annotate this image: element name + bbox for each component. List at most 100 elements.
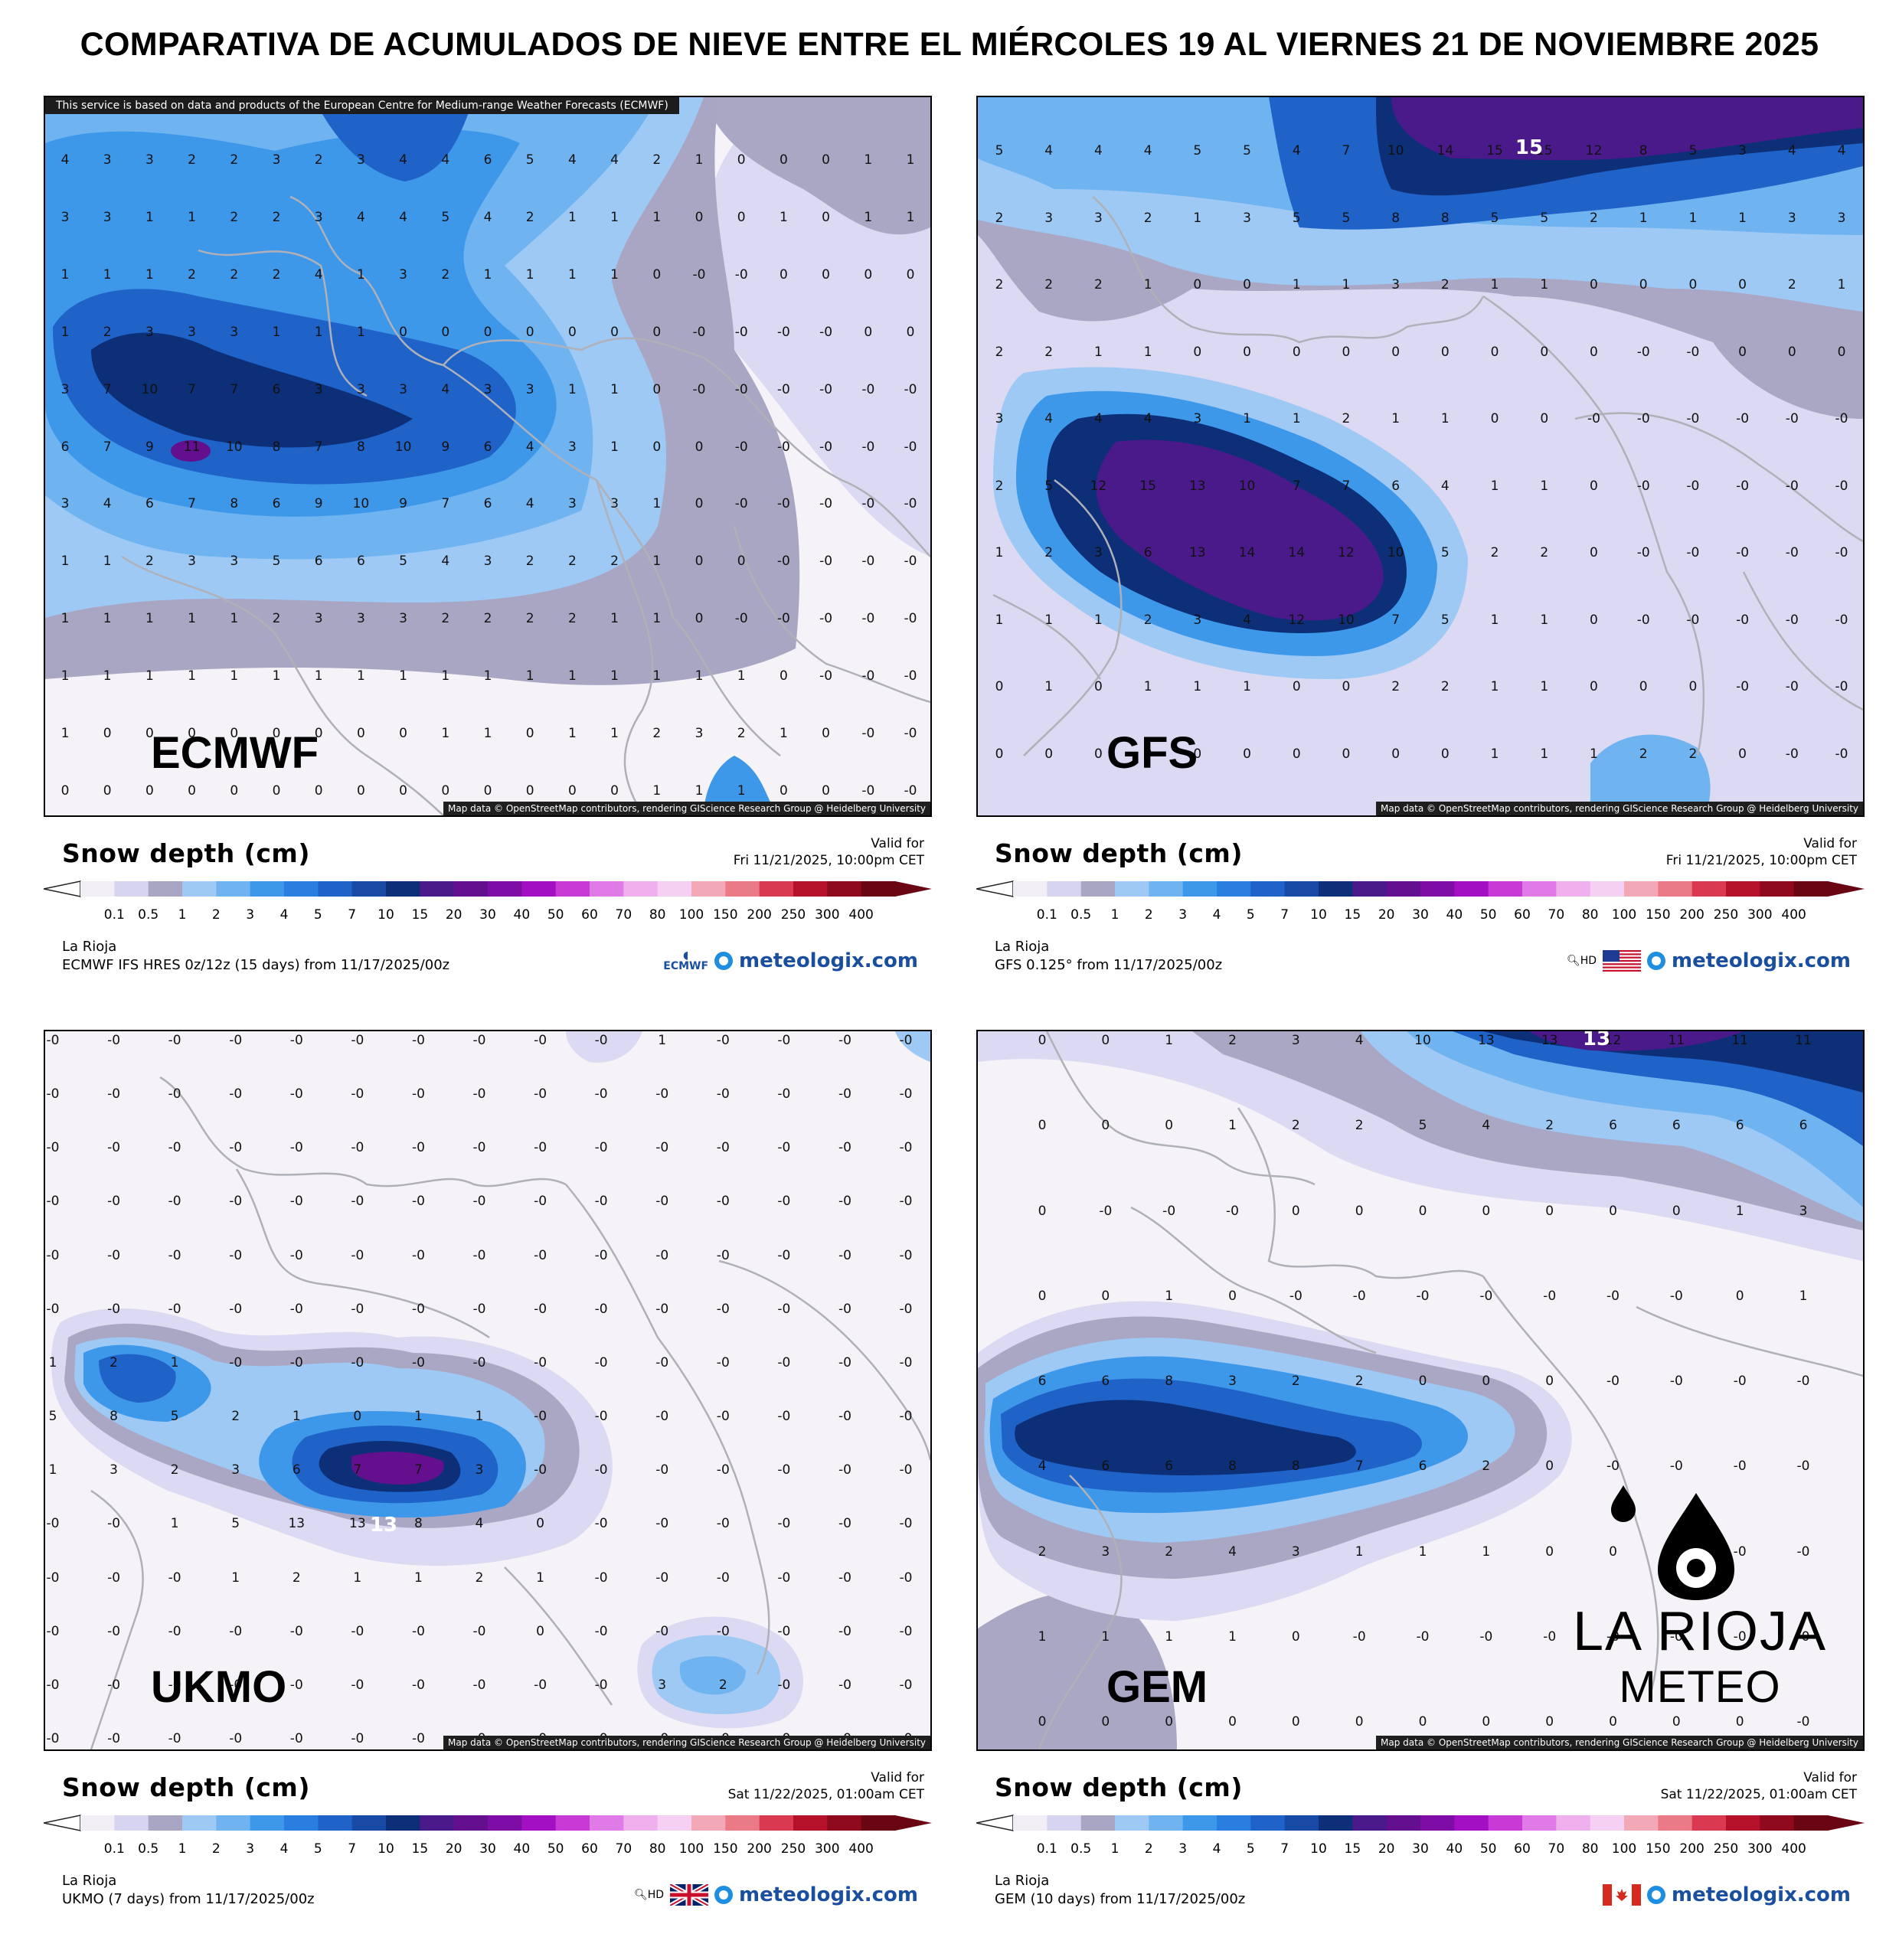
scale-tick-label: 150	[1646, 1841, 1671, 1857]
logo-drop-icon	[1611, 1485, 1734, 1600]
scale-tick-label: 0.5	[1070, 907, 1092, 923]
scale-swatch	[1420, 1815, 1455, 1831]
scale-tick-label: 50	[547, 1841, 564, 1857]
scale-tick-label: 0.1	[103, 907, 125, 923]
scale-tick-label: 80	[649, 1841, 666, 1857]
scale-swatch	[114, 881, 149, 897]
scale-swatch	[657, 881, 692, 897]
scale-swatch	[114, 1815, 149, 1831]
scale-tick-label: 0.5	[138, 907, 159, 923]
scale-swatch	[1454, 1815, 1489, 1831]
legend-gfs: Snow depth (cm) Valid for Fri 11/21/2025,…	[976, 829, 1865, 1022]
scale-tick-label: 300	[1747, 907, 1773, 923]
scale-tick-label: 4	[1212, 907, 1221, 923]
scale-tick-label: 7	[348, 1841, 357, 1857]
scale-tick-label: 15	[411, 1841, 429, 1857]
scale-swatch	[691, 1815, 726, 1831]
scale-swatch	[1590, 881, 1625, 897]
model-label: UKMO	[151, 1662, 287, 1712]
map-gfs: 5 4 4 4 5 5 4 7 10 14 15 15 12 8 5 3 4 4 2 3 3 2 1 3 5 5 8 8 5 5 2 1 1 1 3…	[976, 96, 1865, 817]
scale-swatch	[1658, 1815, 1693, 1831]
scale-swatch	[182, 881, 217, 897]
uk-flag-icon	[670, 1884, 709, 1906]
scale-tick-label: 250	[780, 1841, 806, 1857]
scale-swatch	[521, 1815, 557, 1831]
scale-swatch	[1556, 1815, 1591, 1831]
scale-min-arrow	[976, 1815, 1014, 1831]
scale-tick-label: 400	[1781, 1841, 1806, 1857]
scale-swatch	[1691, 1815, 1727, 1831]
scale-tick-label: 70	[615, 1841, 632, 1857]
scale-swatch	[1352, 1815, 1387, 1831]
scale-tick-label: 70	[615, 907, 632, 923]
legend-title: Snow depth (cm)	[995, 1772, 1243, 1802]
scale-tick-label: 4	[279, 1841, 289, 1857]
scale-swatch	[420, 881, 455, 897]
scale-tick-label: 0.1	[103, 1841, 125, 1857]
scale-swatch	[1182, 881, 1218, 897]
brand: 🔍︎HD meteologix.com	[634, 1881, 918, 1909]
source-info: La Rioja GEM (10 days) from 11/17/2025/00…	[995, 1873, 1246, 1907]
scale-swatch	[250, 881, 285, 897]
scale-tick-label: 0.5	[138, 1841, 159, 1857]
scale-tick-label: 40	[513, 907, 531, 923]
scale-swatch	[1454, 881, 1489, 897]
legend-ecmwf: Snow depth (cm) Valid for Fri 11/21/2025,…	[44, 829, 932, 1022]
scale-tick-label: 100	[1611, 1841, 1637, 1857]
scale-swatch	[80, 881, 115, 897]
scale-ticks: 0.1 0.5 1 2 3 4 5 7 10 15 20 30 40 50 60 70 80 100 150 200 2…	[44, 1841, 932, 1860]
scale-swatch	[1149, 881, 1184, 897]
scale-max-arrow	[1828, 881, 1865, 897]
scale-swatch	[1013, 881, 1048, 897]
scale-swatch	[1556, 881, 1591, 897]
peak-value: 15	[1515, 136, 1544, 159]
scale-swatch	[827, 1815, 862, 1831]
color-scale	[44, 1815, 932, 1831]
scale-tick-label: 250	[780, 907, 806, 923]
meteologix-link[interactable]: meteologix.com	[739, 949, 918, 972]
color-scale	[976, 880, 1865, 897]
scale-swatch	[148, 1815, 183, 1831]
scale-min-arrow	[44, 1815, 81, 1831]
meteologix-link[interactable]: meteologix.com	[739, 1883, 918, 1906]
scale-tick-label: 50	[547, 907, 564, 923]
scale-swatch	[386, 1815, 420, 1831]
scale-max-arrow	[895, 1815, 932, 1831]
scale-swatch	[1115, 1815, 1149, 1831]
scale-tick-label: 3	[1178, 907, 1188, 923]
scale-swatch	[1760, 881, 1795, 897]
scale-tick-label: 20	[445, 907, 462, 923]
scale-swatch	[725, 881, 760, 897]
scale-tick-label: 100	[678, 907, 704, 923]
scale-tick-label: 80	[1581, 907, 1599, 923]
scale-tick-label: 60	[1514, 1841, 1531, 1857]
scale-tick-label: 50	[1479, 907, 1497, 923]
scale-swatch	[555, 1815, 590, 1831]
scale-swatch	[793, 1815, 828, 1831]
scale-tick-label: 5	[1246, 1841, 1255, 1857]
valid-time: Valid for Fri 11/21/2025, 10:00pm CET	[733, 836, 924, 868]
scale-swatch	[1115, 881, 1149, 897]
scale-max-arrow	[895, 881, 932, 897]
model-label: GEM	[1106, 1662, 1208, 1712]
scale-tick-label: 1	[1110, 907, 1119, 923]
scale-tick-label: 5	[313, 1841, 322, 1857]
scale-swatch	[216, 881, 251, 897]
scale-swatch	[861, 1815, 896, 1831]
scale-swatch	[1590, 1815, 1625, 1831]
scale-tick-label: 0.1	[1036, 1841, 1057, 1857]
scale-swatch	[250, 1815, 285, 1831]
meteologix-drop-icon	[1647, 1886, 1666, 1904]
scale-swatch	[453, 1815, 489, 1831]
peak-value: 13	[1582, 1030, 1611, 1050]
peak-value: 13	[369, 1514, 398, 1537]
scale-swatch	[1284, 881, 1319, 897]
meteologix-link[interactable]: meteologix.com	[1672, 1883, 1851, 1906]
brand: ◖ ECMWF meteologix.com	[663, 947, 918, 975]
scale-swatch	[1319, 881, 1353, 897]
brand: meteologix.com	[1603, 1881, 1851, 1909]
scale-swatch	[521, 881, 557, 897]
meteologix-link[interactable]: meteologix.com	[1672, 949, 1851, 972]
scale-tick-label: 1	[178, 907, 187, 923]
